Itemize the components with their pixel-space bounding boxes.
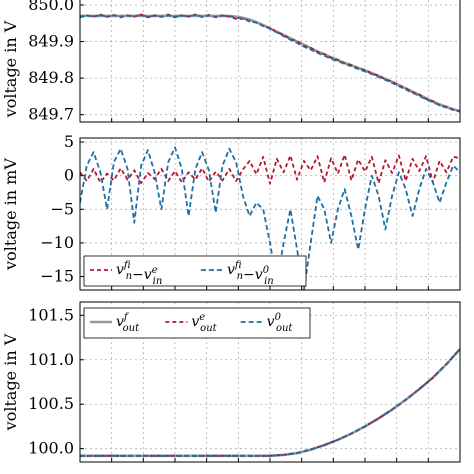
- panel-2: 5 0 −5 −10 −15 voltage in mV vf in−ve in vf in−v0 i…: [1, 132, 461, 291]
- series-group: [80, 146, 460, 290]
- y-axis-label: voltage in mV: [1, 158, 20, 271]
- y-tick-label: 100.0: [28, 439, 74, 458]
- y-tick-label: 849.7: [28, 105, 74, 124]
- legend-label: vf in−v0 in: [227, 260, 274, 287]
- y-tick-label: −15: [40, 267, 74, 286]
- y-tick-label: 849.8: [28, 68, 74, 87]
- panel-3: 101.5 101.0 100.5 100.0 voltage in V vf out ve o…: [1, 301, 461, 463]
- y-tick-label: 849.9: [28, 32, 74, 51]
- series-line-2: [80, 348, 460, 457]
- y-axis-label: voltage in V: [1, 333, 20, 431]
- series-group: [80, 348, 460, 458]
- legend: vf out ve out v0 out: [83, 307, 311, 339]
- plot-frame: [79, 0, 461, 123]
- y-tick-label: 0: [64, 166, 74, 185]
- series-line-1: [80, 153, 460, 185]
- series-group: [80, 13, 460, 113]
- y-tick-label: 100.5: [28, 394, 74, 413]
- y-tick-label: −10: [40, 233, 74, 252]
- plot-frame: [79, 137, 461, 291]
- legend-label: vf out: [116, 312, 140, 334]
- legend-box: [83, 255, 307, 287]
- legend: vf in−ve in vf in−v0 in: [83, 255, 307, 287]
- y-tick-label: 5: [64, 132, 74, 151]
- legend-label: ve out: [191, 312, 217, 334]
- y-tick-label: 101.0: [28, 350, 74, 369]
- legend-label: vf in−ve in: [116, 260, 162, 287]
- legend-box: [83, 307, 311, 339]
- panel-1: 850.0 849.9 849.8 849.7 voltage in V: [1, 0, 461, 124]
- y-tick-label: 850.0: [28, 0, 74, 14]
- y-tick-label: −5: [50, 199, 74, 218]
- series-line-3: [80, 13, 460, 113]
- series-line-2: [80, 146, 460, 290]
- legend-label: v0 out: [267, 312, 294, 334]
- y-tick-label: 101.5: [28, 305, 74, 324]
- plot-frame: [79, 301, 461, 463]
- y-axis-label: voltage in V: [1, 20, 20, 118]
